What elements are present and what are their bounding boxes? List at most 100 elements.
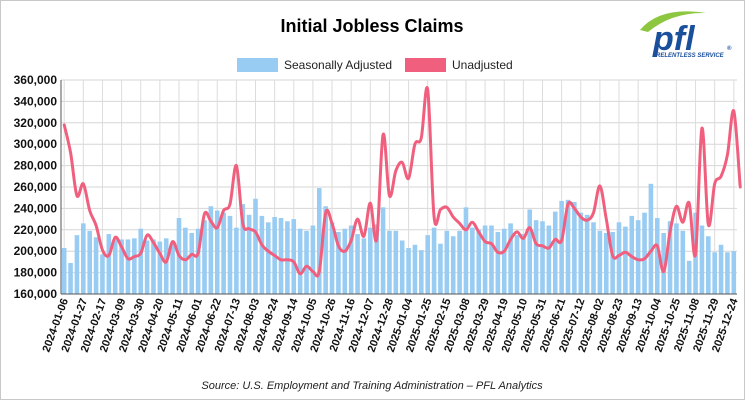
bar-seasonally-adjusted — [291, 219, 297, 294]
bar-seasonally-adjusted — [463, 207, 469, 294]
y-tick-label: 300,000 — [14, 137, 58, 151]
bar-seasonally-adjusted — [489, 225, 494, 294]
bar-seasonally-adjusted — [68, 262, 73, 294]
bar-seasonally-adjusted — [100, 254, 105, 294]
bar-seasonally-adjusted — [565, 199, 571, 294]
bar-seasonally-adjusted — [323, 206, 328, 294]
bar-seasonally-adjusted — [718, 244, 724, 294]
bar-seasonally-adjusted — [578, 212, 584, 294]
bar-seasonally-adjusted — [61, 247, 67, 294]
bar-seasonally-adjusted — [310, 225, 316, 294]
bar-seasonally-adjusted — [635, 220, 641, 294]
y-tick-label: 160,000 — [14, 287, 58, 301]
bar-seasonally-adjusted — [527, 209, 533, 294]
bar-seasonally-adjusted — [686, 260, 692, 294]
bar-seasonally-adjusted — [74, 235, 80, 294]
legend-swatch-unadjusted — [405, 58, 446, 72]
bar-seasonally-adjusted — [144, 240, 150, 294]
logo-swoosh-icon — [640, 11, 706, 32]
bar-seasonally-adjusted — [304, 230, 309, 294]
bar-seasonally-adjusted — [265, 222, 271, 294]
bar-seasonally-adjusted — [533, 220, 539, 294]
bar-seasonally-adjusted — [572, 201, 577, 294]
bar-seasonally-adjusted — [661, 233, 666, 294]
bar-seasonally-adjusted — [508, 223, 513, 294]
bar-seasonally-adjusted — [425, 235, 430, 294]
bar-seasonally-adjusted — [603, 233, 609, 294]
bar-seasonally-adjusted — [208, 206, 214, 294]
y-tick-label: 340,000 — [14, 94, 58, 108]
bar-seasonally-adjusted — [495, 231, 501, 294]
bar-seasonally-adjusted — [450, 236, 456, 294]
bar-seasonally-adjusted — [253, 198, 258, 294]
bar-seasonally-adjusted — [170, 242, 175, 294]
bar-seasonally-adjusted — [521, 234, 526, 294]
bar-seasonally-adjusted — [559, 200, 564, 294]
bar-seasonally-adjusted — [329, 222, 335, 294]
bar-seasonally-adjusted — [667, 221, 673, 294]
bar-seasonally-adjusted — [438, 243, 443, 294]
bar-seasonally-adjusted — [725, 252, 730, 294]
bar-seasonally-adjusted — [278, 218, 284, 294]
y-tick-label: 180,000 — [14, 266, 58, 280]
bar-seasonally-adjusted — [374, 224, 379, 294]
bar-seasonally-adjusted — [476, 229, 482, 294]
bar-seasonally-adjusted — [393, 230, 399, 294]
bar-seasonally-adjusted — [412, 244, 418, 294]
bar-seasonally-adjusted — [138, 228, 144, 294]
bar-seasonally-adjusted — [93, 237, 99, 294]
bar-seasonally-adjusted — [81, 223, 86, 294]
bar-seasonally-adjusted — [125, 239, 131, 294]
y-tick-label: 240,000 — [14, 201, 58, 215]
bar-seasonally-adjusted — [731, 251, 737, 294]
bar-seasonally-adjusted — [591, 222, 596, 294]
bar-seasonally-adjusted — [706, 236, 711, 294]
bar-seasonally-adjusted — [361, 238, 367, 294]
bar-seasonally-adjusted — [380, 207, 386, 294]
bar-seasonally-adjusted — [546, 225, 552, 294]
legend-label-seasonally-adjusted: Seasonally Adjusted — [284, 58, 392, 72]
bar-seasonally-adjusted — [355, 234, 360, 294]
bar-seasonally-adjusted — [648, 183, 654, 294]
bar-seasonally-adjusted — [132, 238, 137, 294]
legend: Seasonally Adjusted Unadjusted — [237, 58, 513, 72]
line-unadjusted — [62, 85, 742, 278]
bar-seasonally-adjusted — [552, 211, 558, 294]
plot-area: 160,000 180,000 200,000 220,000 240,000 260,0… — [14, 73, 742, 354]
bar-seasonally-adjusted — [151, 239, 156, 294]
legend-label-unadjusted: Unadjusted — [452, 58, 513, 72]
bar-seasonally-adjusted — [234, 227, 239, 294]
bar-seasonally-adjusted — [654, 218, 660, 294]
bar-seasonally-adjusted — [444, 230, 450, 294]
logo-mark: pfl — [652, 20, 696, 58]
bar-seasonally-adjusted — [597, 230, 603, 294]
chart-source: Source: U.S. Employment and Training Adm… — [201, 380, 543, 392]
logo-trademark: ® — [727, 45, 732, 52]
bar-seasonally-adjusted — [336, 231, 341, 294]
bar-seasonally-adjusted — [106, 234, 112, 294]
bar-seasonally-adjusted — [112, 238, 118, 294]
bar-seasonally-adjusted — [501, 228, 507, 294]
bar-seasonally-adjusted — [87, 230, 92, 294]
y-tick-label: 280,000 — [14, 159, 58, 173]
bar-seasonally-adjusted — [610, 231, 615, 294]
bar-seasonally-adjusted — [246, 214, 252, 294]
bar-seasonally-adjusted — [157, 241, 163, 294]
bar-seasonally-adjusted — [119, 239, 124, 294]
bar-seasonally-adjusted — [699, 225, 705, 294]
bar-seasonally-adjusted — [712, 252, 717, 294]
bar-seasonally-adjusted — [514, 235, 520, 294]
y-tick-label: 320,000 — [14, 116, 58, 130]
bar-seasonally-adjusted — [457, 230, 462, 294]
bar-seasonally-adjusted — [419, 250, 424, 294]
bar-seasonally-adjusted — [584, 214, 590, 294]
bar-seasonally-adjusted — [342, 228, 348, 294]
bar-seasonally-adjusted — [202, 220, 207, 294]
bar-seasonally-adjusted — [240, 204, 246, 294]
logo-tagline: RELENTLESS SERVICE — [656, 53, 725, 59]
bar-seasonally-adjusted — [297, 228, 303, 294]
bar-seasonally-adjusted — [368, 227, 373, 294]
bar-seasonally-adjusted — [163, 238, 169, 294]
bar-seasonally-adjusted — [406, 247, 411, 294]
